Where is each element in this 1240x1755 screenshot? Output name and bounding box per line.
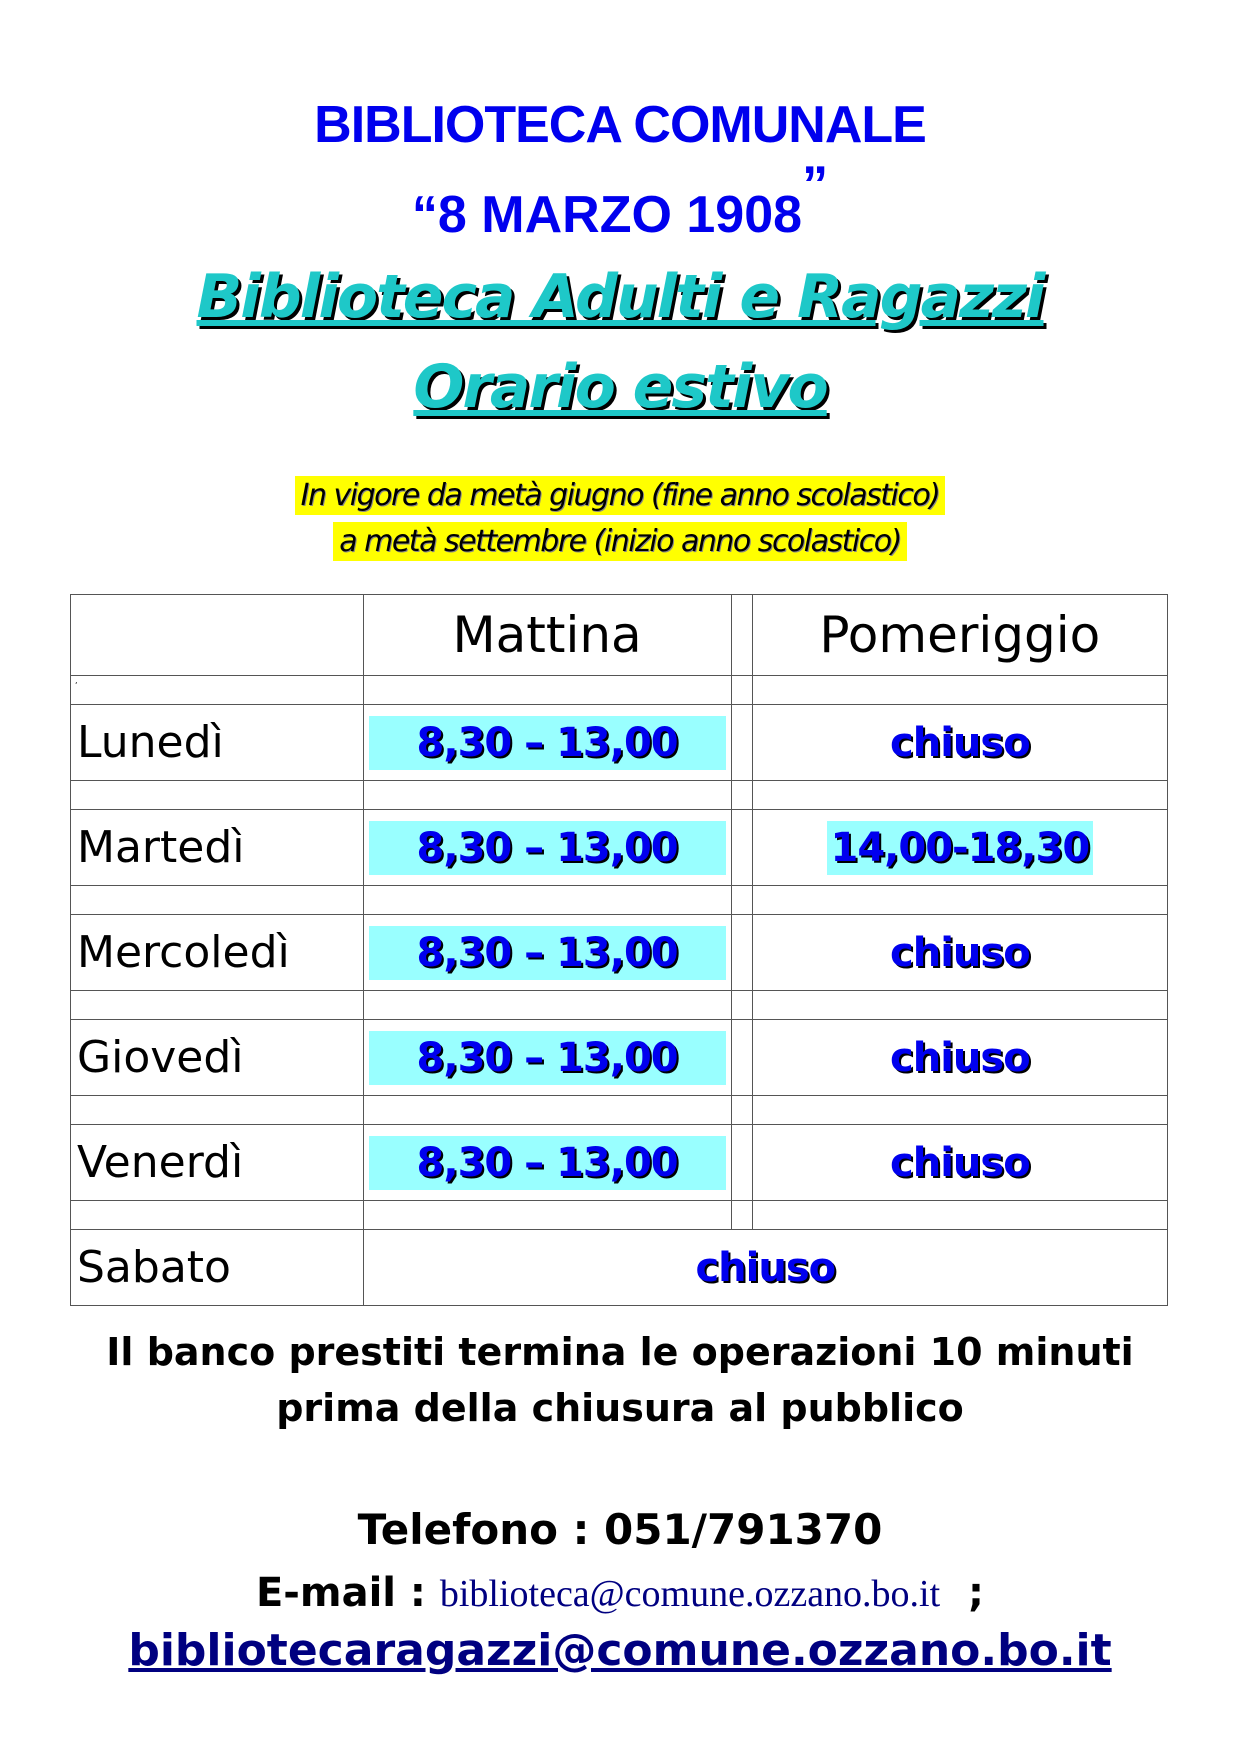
spacer-cell xyxy=(730,1095,753,1125)
spacer-cell xyxy=(730,990,753,1020)
spacer-cell xyxy=(362,1095,732,1125)
spacer-cell xyxy=(70,885,364,915)
spacer-row xyxy=(70,990,1169,1020)
afternoon-hours: chiuso xyxy=(890,1034,1031,1081)
saturday-row: Sabato chiuso xyxy=(70,1229,1169,1306)
email-link-1[interactable]: biblioteca@comune.ozzano.bo.it xyxy=(439,1573,941,1615)
morning-cell: 8,30 – 13,00 xyxy=(362,704,732,781)
afternoon-cell: chiuso xyxy=(751,914,1169,991)
spacer-cell xyxy=(751,675,1169,705)
spacer-row xyxy=(70,780,1169,810)
afternoon-hours: chiuso xyxy=(890,719,1031,766)
morning-cell: 8,30 – 13,00 xyxy=(362,809,732,886)
spacer-cell xyxy=(362,1200,732,1230)
gap-cell xyxy=(730,1019,753,1096)
email-label: E-mail : xyxy=(255,1570,440,1616)
open-quote: “ xyxy=(411,186,438,244)
day-row: Giovedì 8,30 – 13,00 chiuso xyxy=(70,1019,1169,1096)
spacer-cell xyxy=(751,885,1169,915)
header-row: Mattina Pomeriggio xyxy=(70,594,1169,676)
spacer-cell: , xyxy=(70,675,364,705)
morning-hours: 8,30 – 13,00 xyxy=(368,820,726,875)
day-name: Martedì xyxy=(70,809,364,886)
gap-cell xyxy=(730,809,753,886)
header-afternoon: Pomeriggio xyxy=(751,594,1169,676)
header-morning: Mattina xyxy=(362,594,732,676)
gap-cell xyxy=(730,594,753,676)
morning-hours: 8,30 – 13,00 xyxy=(368,715,726,770)
email-line: E-mail : biblioteca@comune.ozzano.bo.it … xyxy=(0,1570,1240,1616)
dedication-text: 8 MARZO 1908 xyxy=(437,186,803,244)
library-dedication: “8 MARZO 1908” xyxy=(0,156,1240,245)
library-name: BIBLIOTECA COMUNALE xyxy=(314,96,927,154)
section-title: Biblioteca Adulti e Ragazzi xyxy=(196,262,1046,332)
separator: ; xyxy=(968,1570,985,1616)
day-name: Sabato xyxy=(70,1229,364,1306)
gap-cell xyxy=(730,914,753,991)
day-name: Mercoledì xyxy=(70,914,364,991)
loan-note-2: prima della chiusura al pubblico xyxy=(276,1386,964,1430)
morning-cell: 8,30 – 13,00 xyxy=(362,1019,732,1096)
spacer-cell xyxy=(70,990,364,1020)
afternoon-cell: chiuso xyxy=(751,704,1169,781)
day-row: Venerdì 8,30 – 13,00 chiuso xyxy=(70,1124,1169,1201)
spacer-cell xyxy=(751,990,1169,1020)
validity-line-1: In vigore da metà giugno (fine anno scol… xyxy=(0,476,1240,515)
spacer-cell xyxy=(362,780,732,810)
spacer-cell xyxy=(730,675,753,705)
header-empty xyxy=(70,594,364,676)
day-row: Mercoledì 8,30 – 13,00 chiuso xyxy=(70,914,1169,991)
afternoon-cell: chiuso xyxy=(751,1124,1169,1201)
morning-cell: 8,30 – 13,00 xyxy=(362,914,732,991)
spacer-cell xyxy=(70,1200,364,1230)
afternoon-cell: 14,00-18,30 xyxy=(751,809,1169,886)
morning-hours: 8,30 – 13,00 xyxy=(368,925,726,980)
day-name: Giovedì xyxy=(70,1019,364,1096)
spacer-row xyxy=(70,1200,1169,1230)
spacer-cell xyxy=(730,1200,753,1230)
spacer-row xyxy=(70,885,1169,915)
spacer-cell xyxy=(751,1095,1169,1125)
spacer-row: , xyxy=(70,675,1169,705)
afternoon-hours: chiuso xyxy=(890,1139,1031,1186)
afternoon-hours: chiuso xyxy=(890,929,1031,976)
gap-cell xyxy=(730,704,753,781)
day-name: Lunedì xyxy=(70,704,364,781)
gap-cell xyxy=(730,1124,753,1201)
email-link-2[interactable]: bibliotecaragazzi@comune.ozzano.bo.it xyxy=(128,1625,1112,1676)
day-name: Venerdì xyxy=(70,1124,364,1201)
schedule-table: Mattina Pomeriggio , Lunedì 8,30 – 13,00 ch… xyxy=(70,594,1169,1306)
spacer-cell xyxy=(751,780,1169,810)
day-row: Lunedì 8,30 – 13,00 chiuso xyxy=(70,704,1169,781)
validity-line-2: a metà settembre (inizio anno scolastico… xyxy=(0,522,1240,561)
day-row: Martedì 8,30 – 13,00 14,00-18,30 xyxy=(70,809,1169,886)
afternoon-cell: chiuso xyxy=(751,1019,1169,1096)
spacer-cell xyxy=(362,885,732,915)
loan-note-1: Il banco prestiti termina le operazioni … xyxy=(106,1330,1134,1374)
spacer-cell xyxy=(730,885,753,915)
spacer-row xyxy=(70,1095,1169,1125)
close-quote: ” xyxy=(802,156,829,214)
afternoon-hours: 14,00-18,30 xyxy=(826,820,1094,875)
schedule-title: Orario estivo xyxy=(413,352,828,422)
validity-text-1: In vigore da metà giugno (fine anno scol… xyxy=(294,476,946,515)
spacer-cell xyxy=(362,675,732,705)
phone: Telefono : 051/791370 xyxy=(357,1505,883,1554)
spacer-cell xyxy=(70,780,364,810)
spacer-mark: , xyxy=(75,676,78,685)
spacer-cell xyxy=(751,1200,1169,1230)
spacer-cell xyxy=(730,780,753,810)
morning-hours: 8,30 – 13,00 xyxy=(368,1030,726,1085)
saturday-hours: chiuso xyxy=(362,1229,1169,1306)
validity-text-2: a metà settembre (inizio anno scolastico… xyxy=(333,522,907,561)
morning-cell: 8,30 – 13,00 xyxy=(362,1124,732,1201)
morning-hours: 8,30 – 13,00 xyxy=(368,1135,726,1190)
spacer-cell xyxy=(70,1095,364,1125)
spacer-cell xyxy=(362,990,732,1020)
